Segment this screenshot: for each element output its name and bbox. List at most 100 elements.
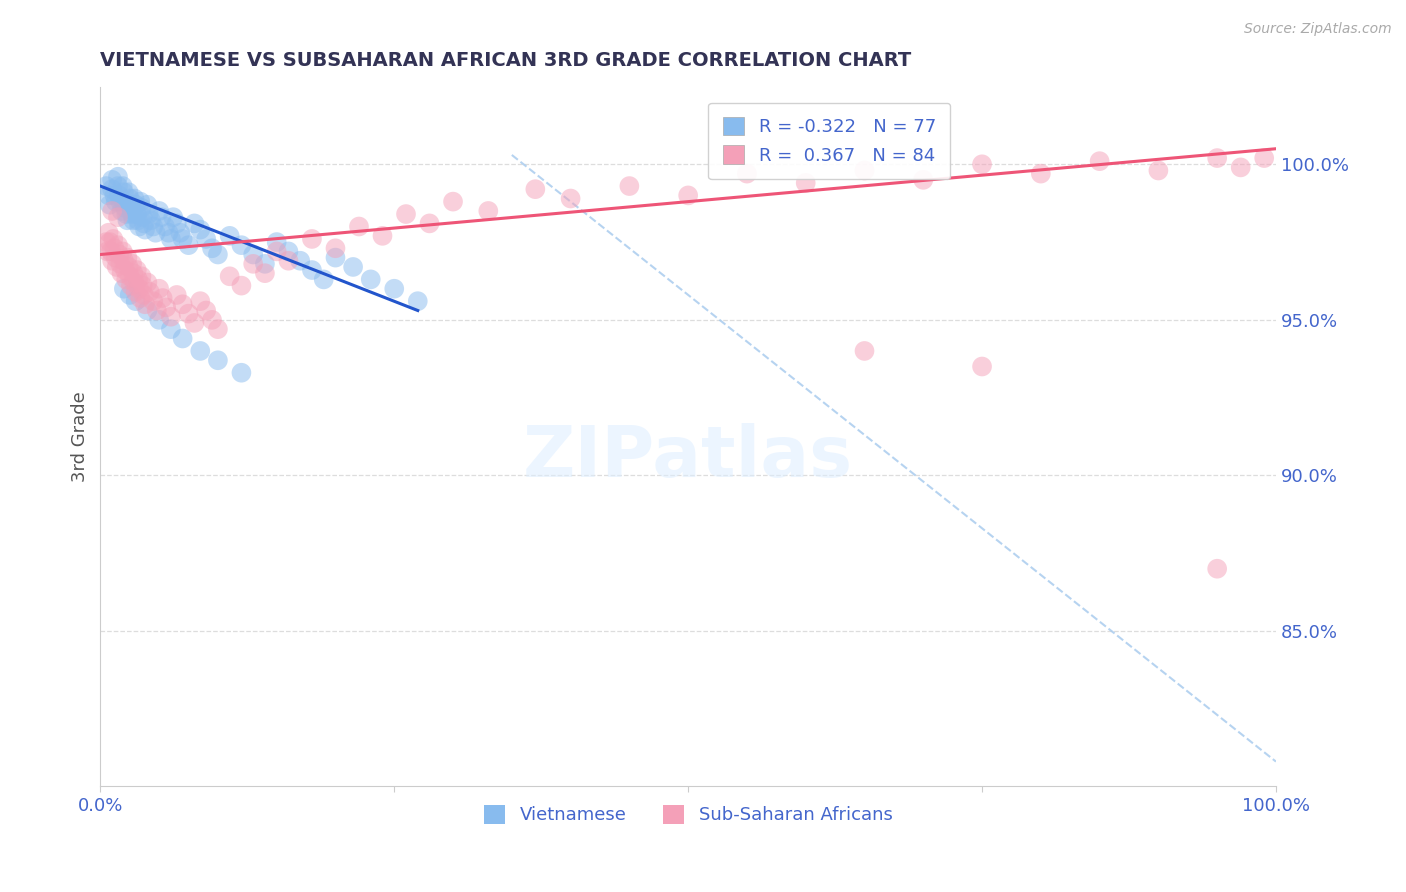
Point bbox=[160, 310, 183, 324]
Point bbox=[142, 294, 165, 309]
Point bbox=[172, 297, 194, 311]
Point bbox=[117, 213, 139, 227]
Point bbox=[124, 198, 146, 212]
Point bbox=[131, 269, 153, 284]
Point bbox=[104, 194, 127, 209]
Point bbox=[131, 210, 153, 224]
Point bbox=[201, 313, 224, 327]
Point bbox=[360, 272, 382, 286]
Legend: Vietnamese, Sub-Saharan Africans: Vietnamese, Sub-Saharan Africans bbox=[475, 796, 901, 833]
Point bbox=[136, 303, 159, 318]
Point bbox=[277, 253, 299, 268]
Point bbox=[131, 278, 153, 293]
Point bbox=[231, 278, 253, 293]
Point bbox=[121, 207, 143, 221]
Point bbox=[110, 266, 132, 280]
Point bbox=[124, 285, 146, 299]
Point bbox=[107, 169, 129, 184]
Point bbox=[218, 228, 240, 243]
Point bbox=[207, 353, 229, 368]
Point bbox=[177, 307, 200, 321]
Point bbox=[148, 282, 170, 296]
Point bbox=[970, 157, 993, 171]
Point bbox=[207, 247, 229, 261]
Point bbox=[128, 282, 150, 296]
Point bbox=[100, 244, 122, 259]
Point bbox=[103, 232, 125, 246]
Point bbox=[395, 207, 418, 221]
Point bbox=[301, 232, 323, 246]
Point bbox=[277, 244, 299, 259]
Point bbox=[110, 194, 132, 209]
Point bbox=[242, 247, 264, 261]
Point bbox=[201, 241, 224, 255]
Point bbox=[138, 285, 160, 299]
Point bbox=[125, 263, 148, 277]
Point bbox=[183, 316, 205, 330]
Point bbox=[107, 238, 129, 252]
Point bbox=[1206, 151, 1229, 165]
Y-axis label: 3rd Grade: 3rd Grade bbox=[72, 391, 89, 482]
Point bbox=[105, 260, 128, 274]
Point bbox=[146, 303, 169, 318]
Point bbox=[155, 301, 177, 315]
Point bbox=[218, 269, 240, 284]
Text: VIETNAMESE VS SUBSAHARAN AFRICAN 3RD GRADE CORRELATION CHART: VIETNAMESE VS SUBSAHARAN AFRICAN 3RD GRA… bbox=[100, 51, 911, 70]
Point bbox=[1229, 161, 1251, 175]
Point bbox=[148, 313, 170, 327]
Point bbox=[98, 198, 121, 212]
Point bbox=[160, 322, 183, 336]
Point bbox=[111, 179, 134, 194]
Point bbox=[132, 216, 155, 230]
Point bbox=[524, 182, 547, 196]
Point bbox=[1206, 562, 1229, 576]
Point bbox=[115, 207, 138, 221]
Point bbox=[152, 291, 174, 305]
Point bbox=[142, 219, 165, 234]
Point bbox=[96, 179, 118, 194]
Point bbox=[172, 331, 194, 345]
Point bbox=[101, 253, 124, 268]
Point bbox=[114, 263, 136, 277]
Point bbox=[124, 294, 146, 309]
Point bbox=[101, 203, 124, 218]
Point bbox=[172, 232, 194, 246]
Point bbox=[676, 188, 699, 202]
Point bbox=[169, 226, 191, 240]
Point bbox=[166, 288, 188, 302]
Point bbox=[124, 192, 146, 206]
Point bbox=[107, 179, 129, 194]
Point bbox=[560, 192, 582, 206]
Point bbox=[112, 282, 135, 296]
Point bbox=[136, 198, 159, 212]
Point bbox=[121, 257, 143, 271]
Point bbox=[477, 203, 499, 218]
Point bbox=[371, 228, 394, 243]
Point bbox=[127, 272, 149, 286]
Point bbox=[110, 257, 132, 271]
Point bbox=[177, 238, 200, 252]
Point bbox=[195, 232, 218, 246]
Point bbox=[139, 213, 162, 227]
Point bbox=[117, 251, 139, 265]
Point bbox=[312, 272, 335, 286]
Point bbox=[111, 244, 134, 259]
Point bbox=[253, 257, 276, 271]
Point bbox=[188, 343, 211, 358]
Point bbox=[382, 282, 405, 296]
Point bbox=[253, 266, 276, 280]
Point bbox=[128, 219, 150, 234]
Point bbox=[441, 194, 464, 209]
Point bbox=[117, 260, 139, 274]
Point bbox=[1147, 163, 1170, 178]
Point bbox=[207, 322, 229, 336]
Point bbox=[150, 210, 173, 224]
Point bbox=[108, 188, 131, 202]
Point bbox=[101, 182, 124, 196]
Point bbox=[794, 176, 817, 190]
Point bbox=[118, 269, 141, 284]
Point bbox=[148, 203, 170, 218]
Point bbox=[301, 263, 323, 277]
Point bbox=[115, 272, 138, 286]
Point bbox=[136, 276, 159, 290]
